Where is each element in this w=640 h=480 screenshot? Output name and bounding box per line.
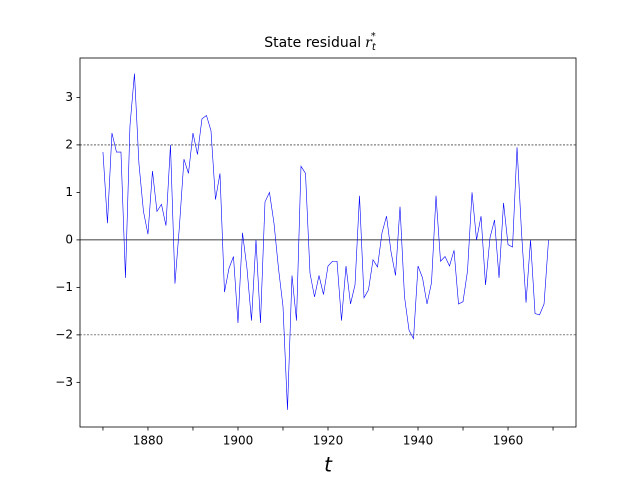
x-tick-label: 1900 (223, 434, 254, 448)
y-tick-label: −3 (55, 375, 73, 389)
title-symbol: r (365, 35, 373, 51)
x-tick-label: 1960 (493, 434, 524, 448)
y-tick-label: −1 (55, 280, 73, 294)
y-tick-label: 1 (65, 185, 73, 199)
y-tick-label: 2 (65, 137, 73, 151)
y-tick-label: 0 (65, 232, 73, 246)
title-text: State residual (264, 35, 361, 51)
y-tick-label: 3 (65, 90, 73, 104)
title-superscript: * (371, 31, 376, 42)
title-subscript: t (372, 42, 377, 53)
x-tick-label: 1940 (403, 434, 434, 448)
x-tick-label: 1920 (313, 434, 344, 448)
y-tick-label: −2 (55, 327, 73, 341)
x-tick-label: 1880 (133, 434, 164, 448)
data-line (102, 73, 549, 410)
plot-frame (79, 57, 577, 428)
x-axis-label: t (324, 453, 333, 477)
chart-title: State residual rt* (264, 31, 377, 53)
